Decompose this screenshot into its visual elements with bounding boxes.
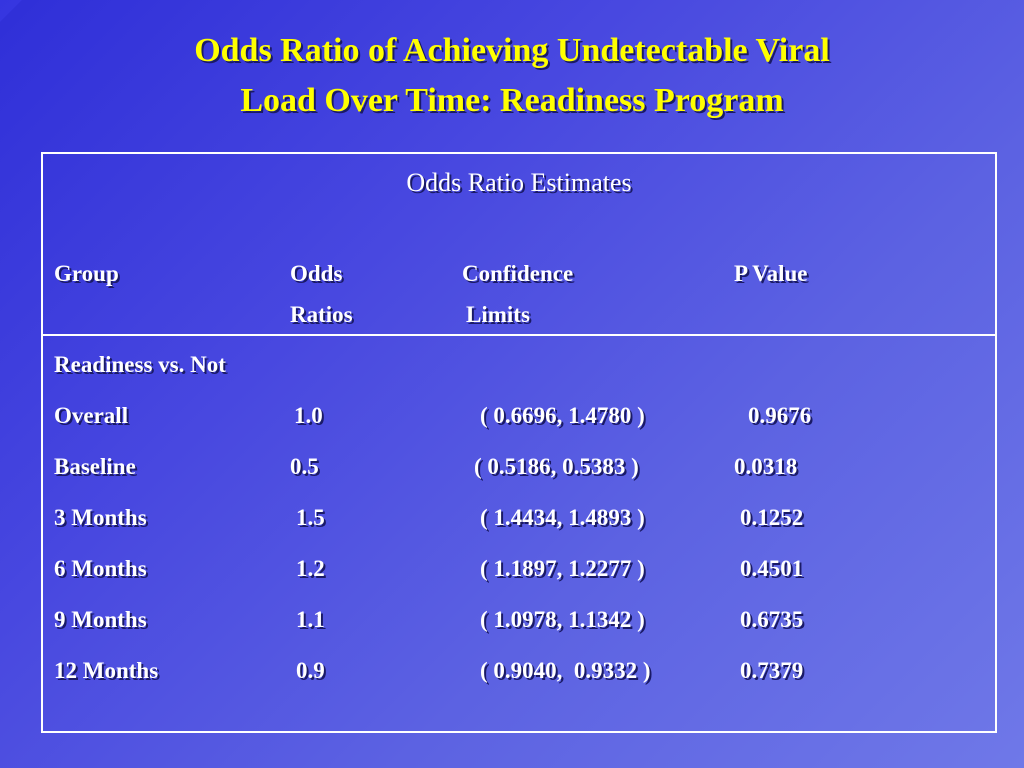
column-header-confidence: Confidence <box>462 261 574 286</box>
corner-decoration <box>0 0 22 22</box>
slide-title: Odds Ratio of Achieving Undetectable Vir… <box>0 26 1024 126</box>
row-9-months-odds: 1.1 <box>296 607 325 632</box>
row-baseline-ci: ( 0.5186, 0.5383 ) <box>474 454 639 479</box>
row-12-months-odds: 0.9 <box>296 658 325 683</box>
section-label: Readiness vs. Not <box>54 352 226 377</box>
row-overall-group: Overall <box>54 403 129 428</box>
row-baseline-group: Baseline <box>54 454 136 479</box>
row-12-months-p: 0.7379 <box>740 658 804 683</box>
row-overall-ci: ( 0.6696, 1.4780 ) <box>480 403 645 428</box>
header-divider <box>43 334 995 336</box>
row-9-months-p: 0.6735 <box>740 607 804 632</box>
row-6-months-group: 6 Months <box>54 556 147 581</box>
row-12-months-ci: ( 0.9040, 0.9332 ) <box>480 658 651 683</box>
slide-title-line-1: Odds Ratio of Achieving Undetectable Vir… <box>194 32 830 69</box>
row-12-months-group: 12 Months <box>54 658 159 683</box>
row-3-months-ci: ( 1.4434, 1.4893 ) <box>480 505 645 530</box>
column-header-odds-line-2: Ratios <box>290 302 353 327</box>
row-overall-p: 0.9676 <box>748 403 812 428</box>
row-6-months-p: 0.4501 <box>740 556 804 581</box>
slide-title-line-2: Load Over Time: Readiness Program <box>240 82 784 119</box>
column-header-odds: Odds <box>290 261 343 286</box>
odds-ratio-table: Odds Ratio Estimates Group Odds Ratios C… <box>41 152 997 733</box>
row-9-months-group: 9 Months <box>54 607 147 632</box>
row-overall-odds: 1.0 <box>294 403 323 428</box>
row-9-months-ci: ( 1.0978, 1.1342 ) <box>480 607 645 632</box>
row-3-months-odds: 1.5 <box>296 505 325 530</box>
column-header-confidence-line-2: Limits <box>466 302 530 327</box>
row-3-months-p: 0.1252 <box>740 505 804 530</box>
table-heading: Odds Ratio Estimates <box>406 168 632 197</box>
column-header-group: Group <box>54 261 119 286</box>
column-header-p-value: P Value <box>734 261 808 286</box>
row-3-months-group: 3 Months <box>54 505 147 530</box>
row-baseline-p: 0.0318 <box>734 454 798 479</box>
row-6-months-ci: ( 1.1897, 1.2277 ) <box>480 556 645 581</box>
row-baseline-odds: 0.5 <box>290 454 319 479</box>
row-6-months-odds: 1.2 <box>296 556 325 581</box>
